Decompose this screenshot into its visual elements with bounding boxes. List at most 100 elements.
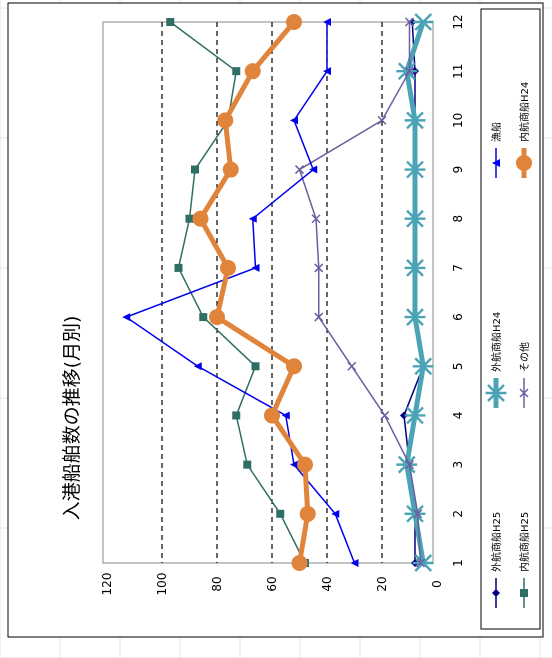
- y-tick-label: 20: [375, 576, 389, 591]
- data-point: [191, 165, 199, 174]
- data-point: [232, 411, 241, 420]
- data-point: [412, 13, 434, 31]
- data-point: [404, 160, 426, 179]
- legend-label: 外航商船H25: [490, 512, 503, 572]
- legend-label: 内航商船H24: [518, 82, 531, 142]
- legend-entry: 内航商船H25: [518, 512, 531, 608]
- data-point: [199, 313, 208, 322]
- data-point: [276, 509, 285, 518]
- data-point: [166, 18, 175, 26]
- data-point: [492, 589, 500, 597]
- data-point: [174, 263, 183, 272]
- legend-items: 外航商船H25 内航商船H25 外航商船H24 その他 漁船 内航商船H24: [485, 82, 532, 608]
- data-point: [122, 313, 131, 322]
- data-point: [412, 554, 434, 572]
- data-point: [485, 384, 507, 402]
- data-point: [311, 214, 321, 224]
- data-point: [294, 165, 305, 175]
- data-point: [286, 358, 302, 375]
- data-point: [331, 509, 340, 518]
- data-point: [314, 263, 324, 273]
- legend-entry: 漁船: [490, 122, 503, 178]
- data-point: [404, 308, 426, 326]
- data-point: [217, 112, 234, 129]
- data-point: [413, 509, 423, 519]
- data-point: [516, 155, 532, 171]
- data-point: [222, 161, 239, 178]
- series: [396, 13, 434, 572]
- data-point: [192, 210, 209, 227]
- series-line: [404, 21, 426, 564]
- chart-title: 入港船舶数の推移(月別): [61, 316, 83, 521]
- legend: [480, 8, 541, 630]
- data-point: [404, 259, 426, 277]
- data-point: [286, 14, 302, 30]
- x-tick-label: 8: [451, 215, 465, 223]
- data-point: [377, 115, 387, 125]
- data-point: [220, 259, 236, 276]
- data-point: [347, 361, 357, 371]
- data-point: [290, 116, 298, 125]
- data-point: [404, 460, 415, 470]
- data-point: [251, 362, 260, 371]
- series: [294, 17, 426, 568]
- data-point: [350, 559, 359, 567]
- data-point: [404, 111, 426, 130]
- legend-entry: その他: [518, 342, 531, 408]
- series: [122, 18, 359, 567]
- data-point: [209, 309, 225, 326]
- data-point: [404, 209, 426, 228]
- x-tick-label: 10: [451, 113, 465, 128]
- data-point: [404, 504, 426, 523]
- legend-label: その他: [518, 342, 531, 372]
- gridlines: [161, 22, 383, 563]
- data-point: [291, 555, 308, 571]
- plot-area: [102, 21, 434, 564]
- data-point: [281, 411, 290, 420]
- data-point: [248, 214, 257, 223]
- data-point: [323, 18, 331, 26]
- data-point: [193, 362, 202, 371]
- x-tick-label: 5: [451, 362, 465, 370]
- value-axis-ticks: 0 20 40 60 80 100 120: [100, 573, 444, 596]
- legend-entry: 内航商船H24: [516, 82, 532, 178]
- data-point: [415, 558, 426, 568]
- x-tick-label: 12: [451, 14, 465, 29]
- x-tick-label: 2: [451, 510, 465, 518]
- data-point: [243, 460, 252, 469]
- data-point: [323, 67, 331, 76]
- data-point: [244, 63, 261, 80]
- y-tick-label: 80: [210, 576, 224, 591]
- data-point: [380, 410, 390, 420]
- x-tick-label: 3: [451, 461, 465, 469]
- data-point: [299, 505, 316, 522]
- x-tick-label: 1: [451, 559, 465, 567]
- legend-entry: 外航商船H24: [485, 312, 507, 408]
- data-point: [251, 263, 260, 272]
- x-tick-label: 6: [451, 313, 465, 321]
- x-tick-label: 11: [451, 64, 465, 79]
- data-point: [404, 406, 426, 425]
- series: [192, 14, 316, 571]
- data-point: [519, 388, 529, 398]
- y-tick-label: 100: [155, 573, 169, 596]
- data-point: [400, 411, 408, 420]
- data-point: [412, 357, 434, 376]
- x-tick-label: 9: [451, 166, 465, 174]
- data-point: [232, 67, 241, 76]
- series-line: [298, 22, 422, 564]
- data-point: [404, 66, 415, 76]
- x-tick-label: 7: [451, 264, 465, 272]
- data-point: [396, 62, 418, 81]
- data-point: [297, 456, 313, 473]
- series-layer: [122, 13, 434, 572]
- y-tick-label: 0: [430, 580, 444, 588]
- data-point: [314, 312, 324, 322]
- legend-label: 内航商船H25: [518, 512, 531, 572]
- data-point: [309, 165, 318, 174]
- data-point: [290, 460, 298, 469]
- data-point: [264, 407, 280, 424]
